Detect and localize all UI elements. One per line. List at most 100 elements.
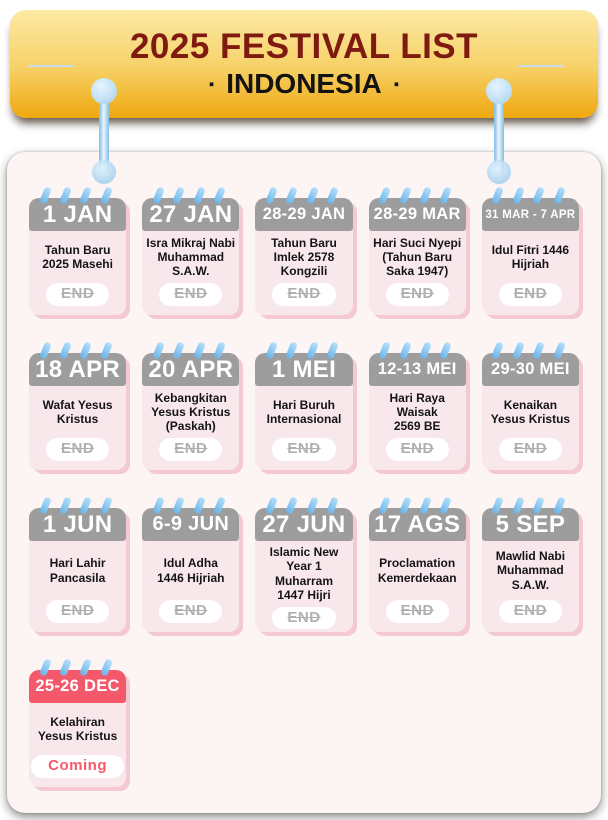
card-festival-name: Islamic New Year 1 Muharram 1447 Hijri (269, 545, 339, 603)
card-date: 27 JUN (262, 510, 346, 538)
card-status-label: END (61, 440, 95, 458)
binding-loop-icon (511, 186, 525, 205)
festival-card: 29-30 MEI Kenaikan Yesus Kristus END (481, 341, 579, 470)
binding-loop-icon (265, 186, 278, 205)
card-status-label: END (61, 285, 95, 303)
card-festival-name: Idul Fitri 1446 Hijriah (491, 242, 570, 272)
card-date-header: 17 AGS (368, 508, 466, 541)
card-date: 1 MEI (271, 355, 337, 383)
card-date-header: 28-29 MAR (368, 198, 466, 231)
binding-loop-icon (285, 496, 299, 515)
card-status-label: END (287, 440, 321, 458)
card-status-badge: END (46, 438, 110, 461)
card-name-wrap: Kelahiran Yesus Kristus (29, 703, 126, 755)
card-date: 1 JUN (42, 510, 113, 538)
card-binding-loops (255, 186, 352, 207)
binding-loop-icon (38, 658, 52, 677)
festival-card: 28-29 MAR Hari Suci Nyepi (Tahun Baru Sa… (368, 186, 466, 315)
card-name-wrap: Kebangkitan Yesus Kristus (Paskah) (142, 386, 239, 438)
binding-loop-icon (38, 496, 52, 515)
card-status-label: END (287, 285, 321, 303)
binding-loop-icon (151, 341, 165, 360)
card-festival-name: Wafat Yesus Kristus (42, 397, 113, 427)
binding-loop-icon (326, 496, 340, 515)
deco-line-right (518, 65, 564, 67)
festival-card: 1 JUN Hari Lahir Pancasila END (29, 496, 127, 632)
binding-loop-icon (192, 341, 206, 360)
card-binding-loops (482, 341, 579, 362)
card-binding-loops (142, 496, 239, 517)
deco-line-left (28, 65, 74, 67)
card-date-header: 6-9 JUN (142, 508, 240, 541)
binding-loop-icon (439, 496, 453, 515)
card-festival-name: Proclamation Kemerdekaan (377, 556, 457, 585)
card-festival-name: Hari Raya Waisak 2569 BE (389, 390, 445, 434)
pin-stem (494, 90, 504, 174)
pin-cap-bottom (92, 160, 116, 184)
binding-loop-icon (151, 186, 165, 205)
binding-loop-icon (398, 496, 412, 515)
binding-loop-icon (378, 496, 392, 515)
card-name-wrap: Hari Lahir Pancasila (29, 541, 126, 600)
card-festival-name: Hari Suci Nyepi (Tahun Baru Saka 1947) (373, 235, 462, 279)
binding-loop-icon (38, 186, 52, 205)
card-binding-loops (29, 658, 126, 679)
card-status-label: END (400, 440, 434, 458)
card-status-label: END (513, 602, 547, 620)
binding-loop-icon (59, 496, 72, 515)
binding-loop-icon (305, 186, 319, 205)
card-date: 18 APR (35, 355, 121, 383)
festival-card: 17 AGS Proclamation Kemerdekaan END (368, 496, 466, 632)
card-binding-loops (369, 496, 466, 517)
card-date: 1 JAN (42, 200, 113, 228)
card-name-wrap: Isra Mikraj Nabi Muhammad S.A.W. (142, 231, 239, 283)
binding-loop-icon (285, 341, 299, 360)
card-status-badge: END (46, 600, 110, 623)
festival-card: 27 JAN Isra Mikraj Nabi Muhammad S.A.W. … (142, 186, 240, 315)
card-name-wrap: Hari Suci Nyepi (Tahun Baru Saka 1947) (369, 231, 466, 283)
binding-loop-icon (213, 186, 226, 205)
binding-loop-icon (285, 186, 299, 205)
card-status-badge: END (498, 438, 562, 461)
binding-loop-icon (532, 496, 546, 515)
card-name-wrap: Tahun Baru 2025 Masehi (29, 231, 126, 283)
card-date-header: 1 MEI (255, 353, 353, 386)
card-binding-loops (482, 186, 579, 207)
binding-loop-icon (151, 496, 165, 515)
card-name-wrap: Proclamation Kemerdekaan (369, 541, 466, 600)
card-date: 6-9 JUN (152, 513, 230, 535)
binding-loop-icon (419, 186, 432, 205)
binding-loop-icon (38, 341, 52, 360)
pin-cap-top (486, 78, 512, 104)
card-date: 17 AGS (374, 510, 461, 538)
binding-loop-icon (552, 496, 566, 515)
binding-loop-icon (99, 658, 113, 677)
card-status-label: END (513, 285, 547, 303)
binding-loop-icon (439, 186, 453, 205)
card-status-label: END (174, 440, 208, 458)
pin-stem (99, 90, 109, 174)
card-status-badge: END (385, 438, 449, 461)
binding-loop-icon (439, 341, 453, 360)
binding-loop-icon (511, 341, 525, 360)
binding-loop-icon (79, 658, 93, 677)
binding-loop-icon (398, 186, 412, 205)
card-status-badge: END (159, 438, 223, 461)
card-name-wrap: Islamic New Year 1 Muharram 1447 Hijri (255, 541, 352, 607)
card-status-badge: END (385, 600, 449, 623)
card-status-label: END (400, 285, 434, 303)
binding-loop-icon (552, 341, 566, 360)
binding-loop-icon (378, 186, 392, 205)
festival-card: 12-13 MEI Hari Raya Waisak 2569 BE END (368, 341, 466, 470)
card-status-badge: END (498, 283, 562, 306)
card-binding-loops (369, 341, 466, 362)
card-status-badge: END (498, 600, 562, 623)
binding-loop-icon (532, 341, 546, 360)
card-date-header: 28-29 JAN (255, 198, 353, 231)
card-binding-loops (142, 341, 239, 362)
card-date: 31 MAR - 7 APR (485, 208, 576, 221)
pin-cap-bottom (487, 160, 511, 184)
card-date: 27 JAN (149, 200, 233, 228)
card-festival-name: Kelahiran Yesus Kristus (37, 714, 118, 744)
festival-panel: 1 JAN Tahun Baru 2025 Masehi END 27 JAN … (7, 152, 601, 813)
